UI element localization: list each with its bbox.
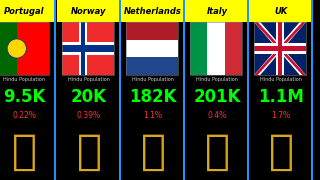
Bar: [278, 22, 282, 75]
Text: Hindu Population: Hindu Population: [132, 78, 174, 82]
Text: 1.7%: 1.7%: [271, 111, 291, 120]
Polygon shape: [254, 22, 306, 75]
Text: ॐ: ॐ: [268, 131, 293, 173]
Text: UK: UK: [274, 6, 288, 15]
Text: Norway: Norway: [71, 6, 107, 15]
Bar: [126, 40, 178, 57]
Text: 182K: 182K: [129, 88, 177, 106]
Bar: [0, 0, 56, 22]
Bar: [247, 0, 249, 180]
Text: ॐ: ॐ: [76, 131, 101, 173]
Bar: [126, 57, 178, 75]
Bar: [254, 46, 306, 51]
Text: Hindu Population: Hindu Population: [68, 78, 110, 82]
Text: 9.5K: 9.5K: [3, 88, 45, 106]
Polygon shape: [254, 22, 306, 75]
Bar: [249, 0, 313, 22]
Bar: [225, 22, 242, 75]
Bar: [190, 22, 207, 75]
Text: Hindu Population: Hindu Population: [260, 78, 302, 82]
Bar: [54, 0, 56, 180]
Bar: [119, 0, 121, 180]
Circle shape: [7, 39, 26, 58]
Bar: [62, 22, 114, 75]
Text: 20K: 20K: [71, 88, 107, 106]
Text: 0.39%: 0.39%: [77, 111, 101, 120]
Bar: [254, 43, 306, 54]
Bar: [62, 22, 114, 75]
Bar: [311, 0, 313, 180]
Polygon shape: [254, 22, 306, 75]
Text: Netherlands: Netherlands: [124, 6, 182, 15]
Bar: [54, 0, 56, 180]
Text: ॐ: ॐ: [204, 131, 229, 173]
Text: 1.1%: 1.1%: [143, 111, 163, 120]
Text: 1.1M: 1.1M: [258, 88, 304, 106]
Bar: [190, 22, 242, 75]
Bar: [0, 22, 49, 75]
Text: ॐ: ॐ: [12, 131, 36, 173]
Bar: [81, 22, 85, 75]
Bar: [0, 22, 17, 75]
Text: 0.4%: 0.4%: [207, 111, 227, 120]
Bar: [276, 22, 284, 75]
Bar: [185, 0, 249, 22]
Bar: [126, 22, 178, 75]
Text: Hindu Population: Hindu Population: [196, 78, 238, 82]
Text: Hindu Population: Hindu Population: [3, 78, 45, 82]
Bar: [126, 22, 178, 40]
Bar: [62, 42, 114, 55]
Bar: [254, 22, 306, 75]
Bar: [17, 22, 49, 75]
Bar: [62, 45, 114, 52]
Bar: [207, 22, 225, 75]
Polygon shape: [254, 22, 306, 75]
Bar: [254, 22, 306, 75]
Text: Italy: Italy: [206, 6, 228, 15]
Text: 201K: 201K: [193, 88, 241, 106]
Bar: [79, 22, 87, 75]
Bar: [183, 0, 185, 180]
Text: Portugal: Portugal: [4, 6, 44, 15]
Text: 0.22%: 0.22%: [12, 111, 36, 120]
Text: ॐ: ॐ: [140, 131, 165, 173]
Bar: [57, 0, 121, 22]
Bar: [121, 0, 185, 22]
